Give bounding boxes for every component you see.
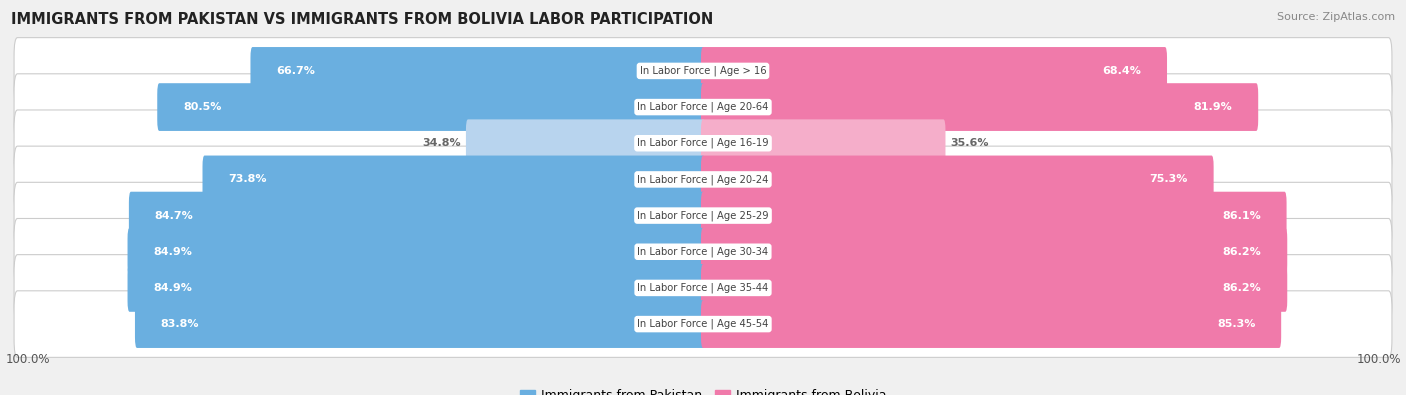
FancyBboxPatch shape — [14, 218, 1392, 285]
FancyBboxPatch shape — [128, 228, 704, 276]
Text: In Labor Force | Age 35-44: In Labor Force | Age 35-44 — [637, 283, 769, 293]
FancyBboxPatch shape — [702, 83, 1258, 131]
FancyBboxPatch shape — [702, 300, 1281, 348]
Text: 86.2%: 86.2% — [1223, 283, 1261, 293]
FancyBboxPatch shape — [465, 119, 704, 167]
Text: 80.5%: 80.5% — [183, 102, 221, 112]
FancyBboxPatch shape — [128, 264, 704, 312]
Text: 83.8%: 83.8% — [160, 319, 200, 329]
Text: In Labor Force | Age 25-29: In Labor Force | Age 25-29 — [637, 210, 769, 221]
FancyBboxPatch shape — [14, 38, 1392, 104]
Text: 84.9%: 84.9% — [153, 247, 193, 257]
Text: 81.9%: 81.9% — [1194, 102, 1233, 112]
Text: 34.8%: 34.8% — [423, 138, 461, 148]
Legend: Immigrants from Pakistan, Immigrants from Bolivia: Immigrants from Pakistan, Immigrants fro… — [515, 384, 891, 395]
FancyBboxPatch shape — [702, 264, 1288, 312]
Text: IMMIGRANTS FROM PAKISTAN VS IMMIGRANTS FROM BOLIVIA LABOR PARTICIPATION: IMMIGRANTS FROM PAKISTAN VS IMMIGRANTS F… — [11, 12, 713, 27]
Text: 86.2%: 86.2% — [1223, 247, 1261, 257]
Text: Source: ZipAtlas.com: Source: ZipAtlas.com — [1277, 12, 1395, 22]
Text: 84.7%: 84.7% — [155, 211, 193, 220]
FancyBboxPatch shape — [14, 255, 1392, 321]
FancyBboxPatch shape — [702, 156, 1213, 203]
Text: 73.8%: 73.8% — [228, 175, 267, 184]
Text: 84.9%: 84.9% — [153, 283, 193, 293]
FancyBboxPatch shape — [14, 291, 1392, 357]
FancyBboxPatch shape — [250, 47, 704, 95]
Text: In Labor Force | Age > 16: In Labor Force | Age > 16 — [640, 66, 766, 76]
FancyBboxPatch shape — [135, 300, 704, 348]
FancyBboxPatch shape — [14, 110, 1392, 177]
Text: In Labor Force | Age 20-24: In Labor Force | Age 20-24 — [637, 174, 769, 185]
Text: In Labor Force | Age 16-19: In Labor Force | Age 16-19 — [637, 138, 769, 149]
Text: 66.7%: 66.7% — [276, 66, 315, 76]
Text: In Labor Force | Age 30-34: In Labor Force | Age 30-34 — [637, 246, 769, 257]
FancyBboxPatch shape — [14, 182, 1392, 249]
FancyBboxPatch shape — [702, 47, 1167, 95]
FancyBboxPatch shape — [702, 228, 1288, 276]
Text: 35.6%: 35.6% — [950, 138, 988, 148]
FancyBboxPatch shape — [129, 192, 704, 239]
Text: 85.3%: 85.3% — [1218, 319, 1256, 329]
Text: In Labor Force | Age 45-54: In Labor Force | Age 45-54 — [637, 319, 769, 329]
FancyBboxPatch shape — [14, 146, 1392, 213]
FancyBboxPatch shape — [202, 156, 704, 203]
FancyBboxPatch shape — [157, 83, 704, 131]
FancyBboxPatch shape — [14, 74, 1392, 140]
FancyBboxPatch shape — [702, 119, 945, 167]
FancyBboxPatch shape — [702, 192, 1286, 239]
Text: 68.4%: 68.4% — [1102, 66, 1142, 76]
Text: 75.3%: 75.3% — [1150, 175, 1188, 184]
Text: In Labor Force | Age 20-64: In Labor Force | Age 20-64 — [637, 102, 769, 112]
Text: 86.1%: 86.1% — [1222, 211, 1261, 220]
